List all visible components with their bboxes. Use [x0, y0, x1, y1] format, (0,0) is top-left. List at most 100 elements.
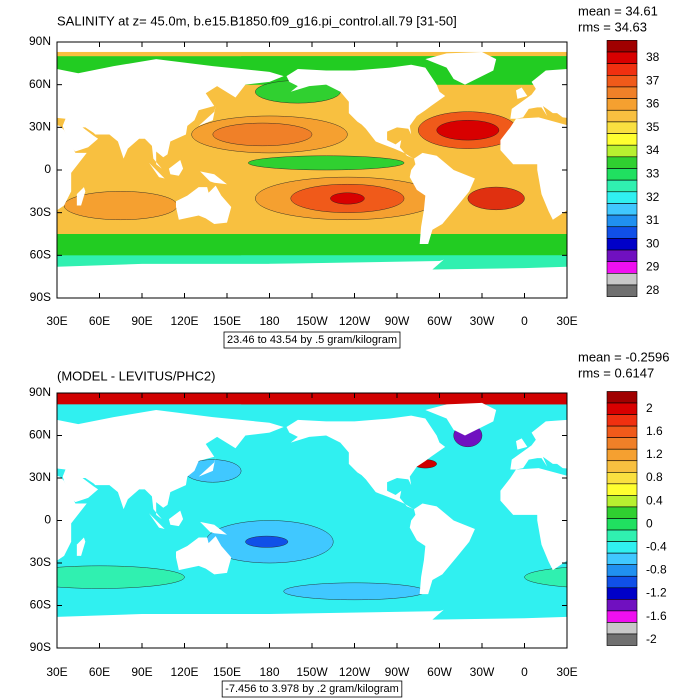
colorbar-label: 28	[646, 283, 660, 297]
land	[510, 419, 567, 470]
land	[57, 59, 284, 169]
colorbar-box	[606, 179, 638, 193]
contour-info: 23.46 to 43.54 by .5 gram/kilogram	[227, 334, 397, 346]
lon-label: 30E	[556, 314, 577, 328]
lon-label: 30E	[46, 314, 67, 328]
land	[6, 88, 17, 99]
land	[587, 538, 596, 556]
colorbar-box	[606, 75, 638, 88]
lon-label: 90E	[131, 665, 152, 679]
colorbar-box	[606, 121, 638, 134]
land	[516, 87, 528, 99]
lat-label: 90S	[30, 640, 51, 654]
colorbar-box	[606, 203, 638, 216]
colorbar-box	[606, 40, 638, 53]
land	[286, 415, 446, 510]
colorbar-label: 32	[646, 190, 660, 204]
land	[409, 152, 475, 244]
colorbar-box	[606, 226, 638, 239]
land	[76, 187, 86, 206]
land	[176, 185, 232, 225]
land	[425, 51, 497, 85]
colorbar-label: 33	[646, 166, 660, 180]
lon-label: 120W	[339, 314, 371, 328]
lon-label: 120E	[170, 314, 198, 328]
land	[659, 163, 675, 179]
colorbar-label: -0.8	[646, 563, 667, 577]
colorbar-label: 31	[646, 213, 660, 227]
land	[286, 64, 446, 159]
colorbar-box	[606, 273, 638, 286]
land	[198, 456, 216, 477]
lon-label: 180	[259, 314, 279, 328]
lon-label: 60W	[427, 665, 452, 679]
land	[57, 410, 284, 520]
land	[76, 537, 86, 556]
land	[200, 521, 227, 535]
colorbar-label: 0.8	[646, 470, 663, 484]
colorbar-box	[606, 414, 638, 427]
lon-label: 0	[521, 665, 528, 679]
colorbar-label: 0.4	[646, 493, 663, 507]
lon-label: 150W	[296, 665, 328, 679]
colorbar-box	[606, 437, 638, 450]
colorbar-label: 0	[646, 516, 653, 530]
lat-label: 30N	[29, 470, 51, 484]
land	[168, 510, 184, 527]
land	[659, 513, 675, 529]
mean-label: mean = -0.2596	[578, 349, 669, 364]
colorbar-box	[606, 460, 638, 473]
lat-label: 30S	[30, 205, 51, 219]
lon-label: 120W	[339, 665, 371, 679]
colorbar-box	[606, 156, 638, 169]
lon-label: 150E	[213, 314, 241, 328]
colorbar-box	[606, 109, 638, 123]
colorbar-box	[606, 495, 638, 508]
land	[500, 468, 567, 571]
colorbar-box	[606, 575, 638, 589]
colorbar-box	[606, 402, 638, 415]
info-box	[221, 680, 403, 698]
colorbar-box	[606, 622, 638, 635]
lon-label: 150E	[213, 665, 241, 679]
land	[679, 160, 693, 176]
colorbar-box	[606, 249, 638, 263]
colorbar-label: -2	[646, 632, 657, 646]
colorbar-label: 35	[646, 120, 660, 134]
lat-label: 0	[44, 162, 51, 176]
land	[149, 513, 165, 529]
colorbar-box	[606, 98, 638, 111]
land	[269, 609, 567, 648]
lon-label: 60E	[89, 314, 110, 328]
lat-label: 90N	[29, 385, 51, 399]
colorbar-box	[606, 599, 638, 612]
colorbar-box	[606, 448, 638, 462]
lon-label: 60W	[427, 314, 452, 328]
lon-label: 90W	[385, 314, 410, 328]
colorbar-box	[606, 518, 638, 531]
land	[168, 160, 184, 176]
colorbar-label: -1.6	[646, 609, 667, 623]
ocean-field	[330, 192, 365, 205]
lat-label: 90S	[30, 290, 51, 304]
colorbar-box	[606, 284, 638, 297]
land	[269, 259, 567, 298]
ocean-field	[57, 565, 185, 589]
ocean-field	[0, 112, 7, 149]
ocean-field	[248, 155, 405, 171]
contour-info: -7.456 to 3.978 by .2 gram/kilogram	[225, 683, 399, 695]
lat-label: 60S	[30, 248, 51, 262]
info-box	[223, 331, 401, 349]
rms-label: rms = 0.6147	[578, 365, 654, 380]
ocean-field	[283, 582, 426, 601]
colorbar-box	[606, 133, 638, 146]
lon-label: 180	[259, 665, 279, 679]
colorbar-box	[606, 506, 638, 519]
lon-label: 60E	[89, 665, 110, 679]
colorbar-box	[606, 471, 638, 485]
lon-label: 150W	[296, 314, 328, 328]
ocean-field	[436, 120, 500, 141]
colorbar-label: 2	[646, 401, 653, 415]
colorbar-label: -1.2	[646, 586, 667, 600]
